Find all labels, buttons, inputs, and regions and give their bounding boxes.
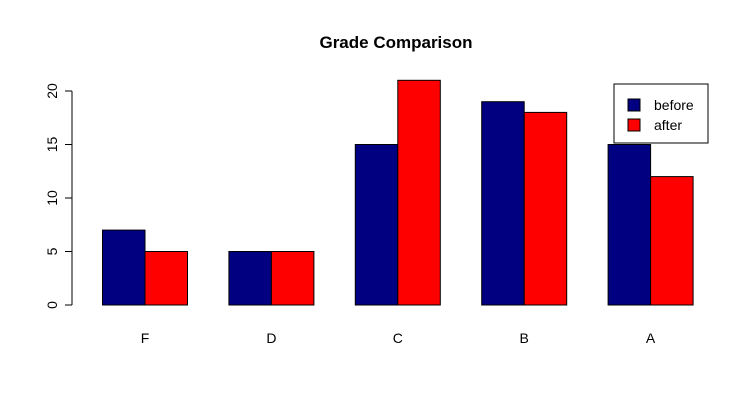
legend-swatch-after — [627, 118, 641, 132]
bars — [102, 79, 694, 306]
legend-swatch-before — [627, 98, 641, 112]
y-axis: 0 5 10 15 20 — [44, 83, 73, 309]
bar-after-B — [523, 111, 568, 306]
bar-after-A — [650, 176, 694, 306]
bar-after-C — [397, 79, 441, 306]
legend-label-before: before — [654, 97, 694, 113]
bar-before-B — [481, 101, 525, 306]
x-tick-label: C — [393, 330, 403, 346]
bar-before-F — [102, 229, 146, 306]
x-tick-label: B — [520, 330, 529, 346]
x-tick-label: A — [646, 330, 656, 346]
y-tick-label: 5 — [44, 247, 60, 255]
chart-title: Grade Comparison — [319, 33, 472, 52]
legend-box — [613, 83, 709, 144]
x-tick-label: D — [266, 330, 276, 346]
y-tick-label: 15 — [44, 137, 60, 153]
x-tick-label: F — [141, 330, 150, 346]
y-tick-label: 10 — [44, 190, 60, 206]
legend: before after — [613, 83, 709, 144]
y-tick-label: 0 — [44, 301, 60, 309]
bar-after-F — [144, 251, 188, 306]
bar-before-C — [354, 144, 399, 306]
bar-after-D — [270, 251, 315, 306]
y-tick-label: 20 — [44, 83, 60, 99]
legend-label-after: after — [654, 117, 682, 133]
bar-before-A — [607, 144, 652, 306]
bar-before-D — [228, 251, 272, 306]
